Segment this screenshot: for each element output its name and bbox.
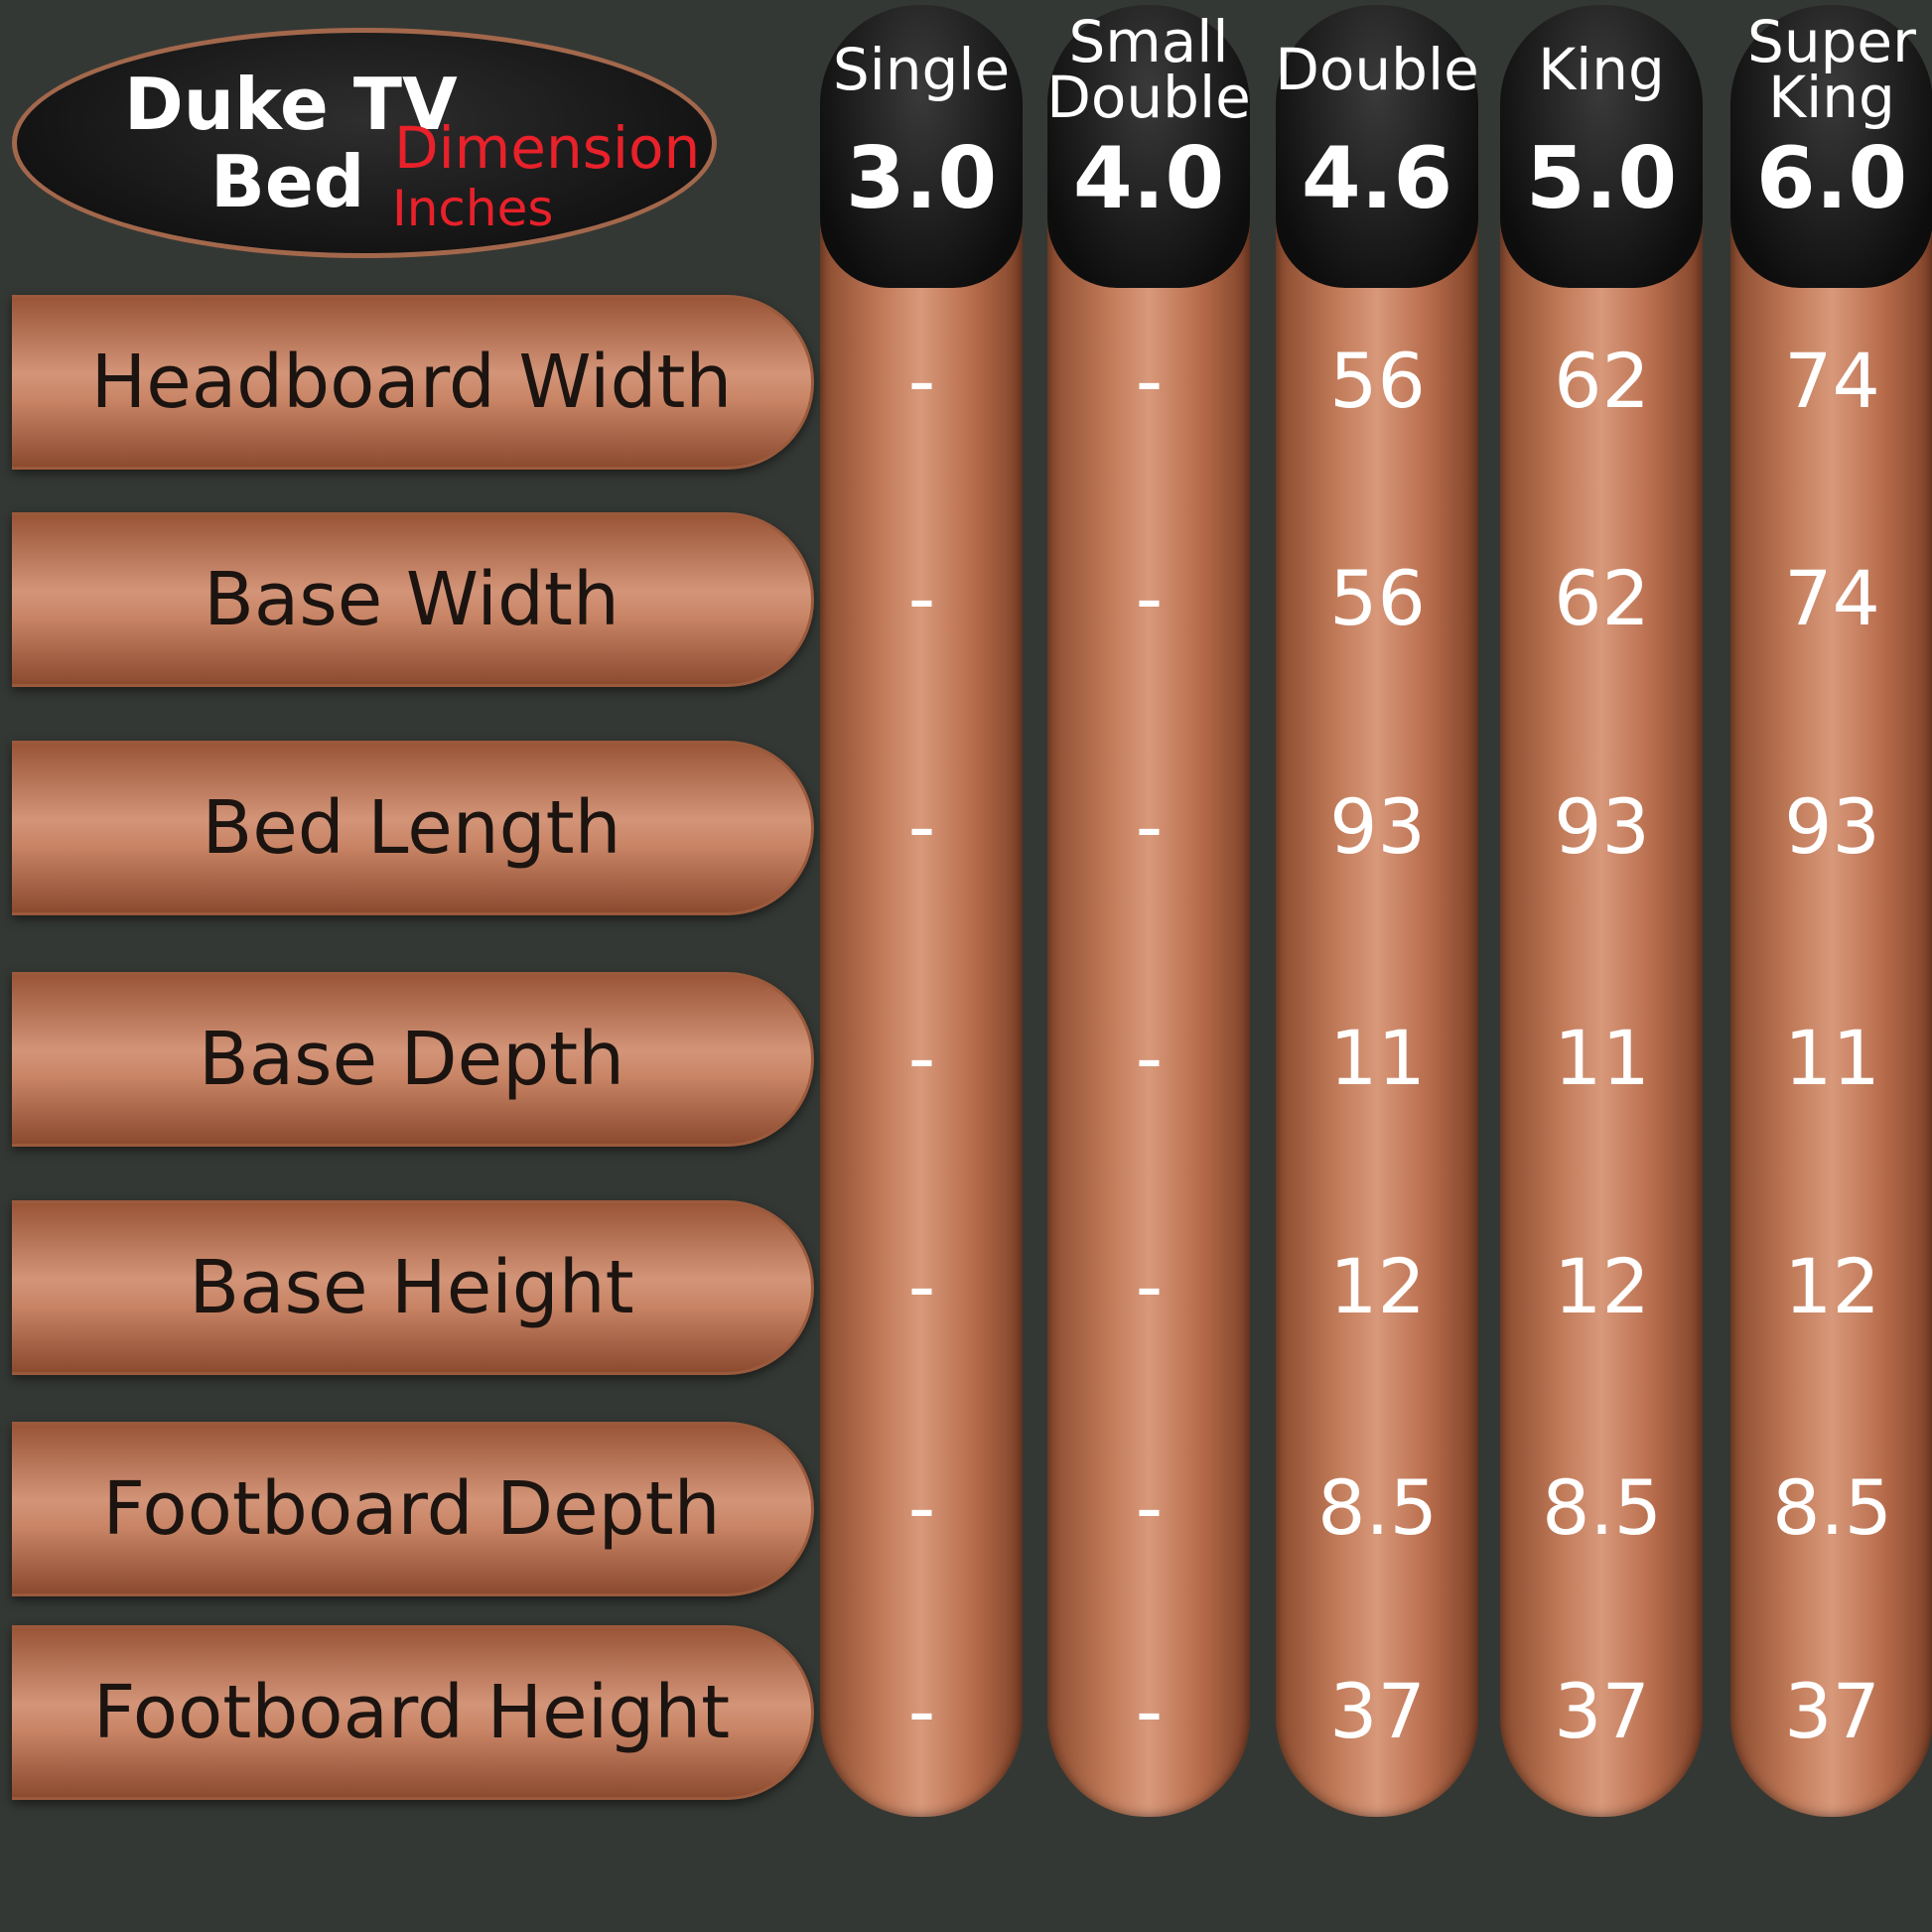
column	[1047, 119, 1250, 1817]
cell-value: 12	[1329, 1242, 1426, 1330]
cell-value: 11	[1554, 1014, 1650, 1102]
cell-value: -	[907, 782, 936, 871]
cell-value: 8.5	[1542, 1463, 1662, 1552]
cell-value: -	[907, 554, 936, 642]
cell-value: -	[1135, 1014, 1164, 1102]
cell-value: 37	[1329, 1667, 1426, 1755]
column-header: Small Double 4.0	[1046, 5, 1251, 288]
cell-value: -	[907, 1242, 936, 1330]
cell-value: 56	[1329, 337, 1426, 425]
column-size: 6.0	[1755, 129, 1908, 228]
row-label: Bed Length	[12, 741, 814, 915]
column-size: 5.0	[1525, 129, 1678, 228]
cell-value: -	[907, 337, 936, 425]
row-label: Headboard Width	[12, 295, 814, 470]
cell-value: -	[1135, 1242, 1164, 1330]
unit: Inches	[392, 180, 554, 237]
column	[1730, 119, 1932, 1817]
cell-value: -	[1135, 782, 1164, 871]
cell-value: 11	[1329, 1014, 1426, 1102]
row-label: Footboard Depth	[12, 1422, 814, 1596]
column-header: Super King 6.0	[1730, 5, 1932, 288]
cell-value: 11	[1784, 1014, 1880, 1102]
column-name: Single	[832, 36, 1011, 103]
cell-value: 37	[1784, 1667, 1880, 1755]
cell-value: 74	[1784, 337, 1880, 425]
cell-value: 93	[1554, 782, 1650, 871]
cell-value: 93	[1784, 782, 1880, 871]
row-label: Footboard Height	[12, 1625, 814, 1800]
cell-value: -	[1135, 1667, 1164, 1755]
cell-value: 8.5	[1317, 1463, 1438, 1552]
header-badge: Duke TV Bed Dimension Inches	[12, 28, 717, 258]
column-header: Single 3.0	[820, 5, 1023, 288]
column-header: Double 4.6	[1275, 5, 1479, 288]
column-header: King 5.0	[1500, 5, 1703, 288]
cell-value: -	[1135, 337, 1164, 425]
row-label: Base Depth	[12, 972, 814, 1147]
column-name: King	[1538, 36, 1665, 103]
unit: Dimension	[394, 114, 701, 182]
cell-value: 74	[1784, 554, 1880, 642]
cell-value: -	[907, 1014, 936, 1102]
cell-value: 8.5	[1772, 1463, 1892, 1552]
column-size: 3.0	[845, 129, 998, 228]
cell-value: 93	[1329, 782, 1426, 871]
cell-value: 12	[1784, 1242, 1880, 1330]
cell-value: -	[907, 1463, 936, 1552]
cell-value: -	[1135, 1463, 1164, 1552]
row-label: Base Width	[12, 512, 814, 687]
column-name: Super King	[1747, 8, 1916, 131]
column	[1500, 119, 1703, 1817]
cell-value: 12	[1554, 1242, 1650, 1330]
cell-value: 62	[1554, 337, 1650, 425]
cell-value: 62	[1554, 554, 1650, 642]
column-name: Double	[1275, 36, 1479, 103]
subtitle: Bed	[210, 140, 365, 223]
cell-value: -	[1135, 554, 1164, 642]
cell-value: 56	[1329, 554, 1426, 642]
cell-value: 37	[1554, 1667, 1650, 1755]
column	[1276, 119, 1478, 1817]
column-size: 4.6	[1301, 129, 1453, 228]
title: Duke TV	[124, 63, 458, 146]
column-size: 4.0	[1072, 129, 1225, 228]
cell-value: -	[907, 1667, 936, 1755]
column-name: Small Double	[1046, 8, 1251, 131]
row-label: Base Height	[12, 1200, 814, 1375]
column	[820, 119, 1023, 1817]
